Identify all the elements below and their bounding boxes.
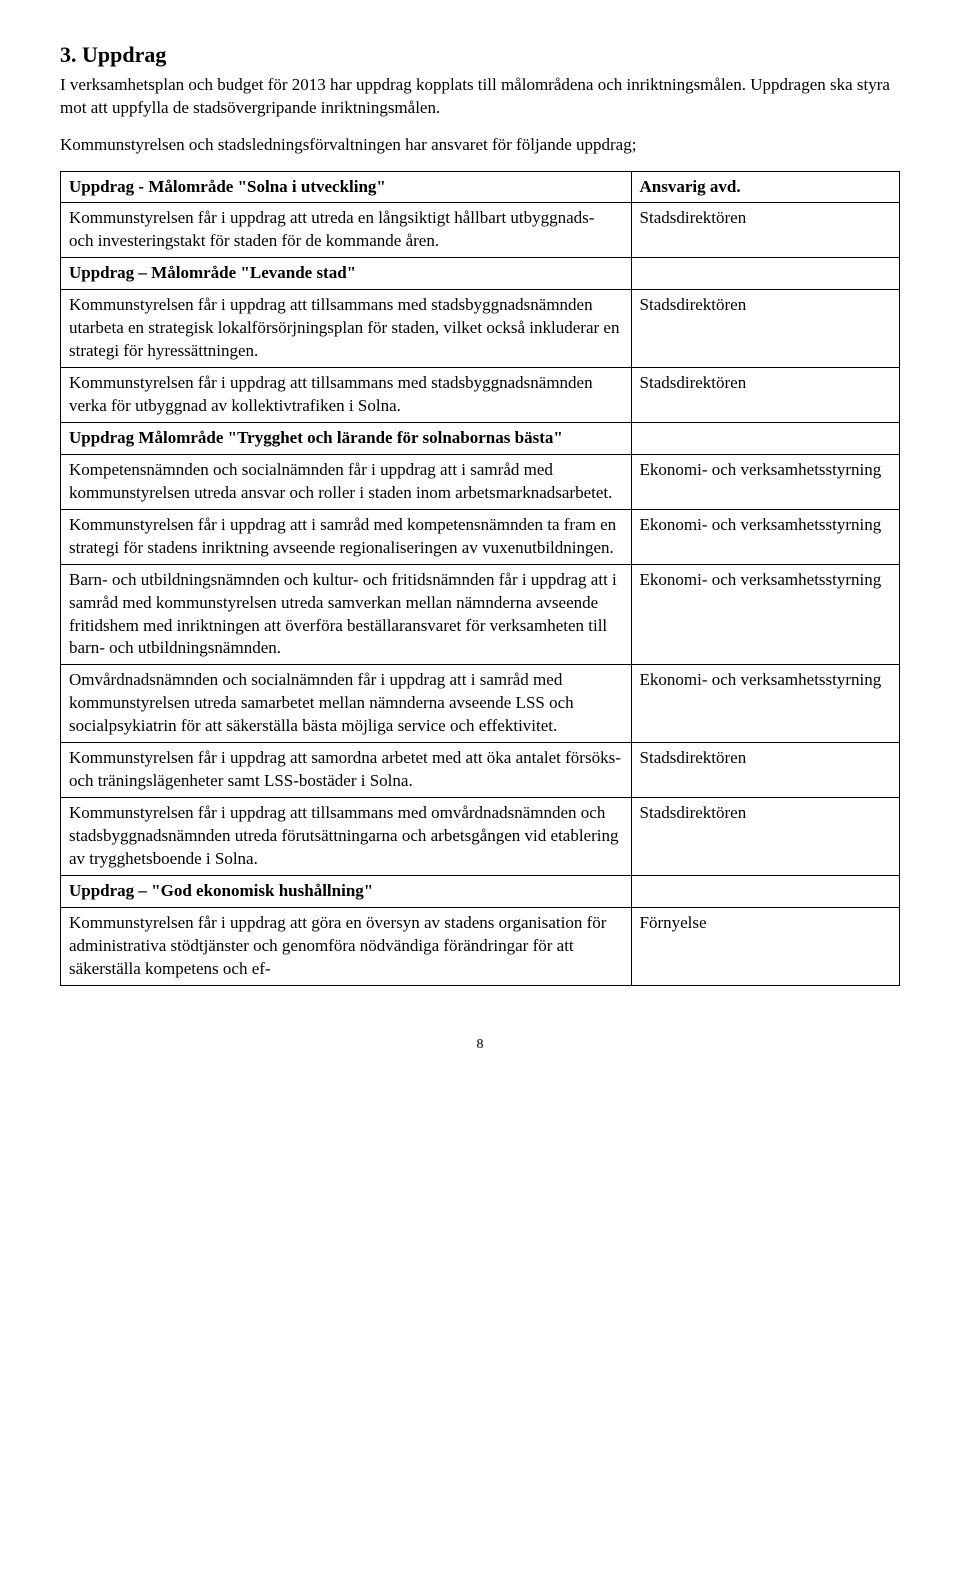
assignment-cell: Omvårdnadsnämnden och socialnämnden får …: [61, 665, 632, 743]
table-row: Barn- och utbildningsnämnden och kultur-…: [61, 564, 900, 665]
responsible-cell: Stadsdirektören: [631, 743, 899, 798]
table-row: Kommunstyrelsen får i uppdrag att tillsa…: [61, 798, 900, 876]
table-row: Uppdrag – "God ekonomisk hushållning": [61, 875, 900, 907]
assignments-table: Uppdrag - Målområde "Solna i utveckling"…: [60, 171, 900, 986]
responsible-cell: Ekonomi- och verksamhetsstyrning: [631, 454, 899, 509]
table-row: Kommunstyrelsen får i uppdrag att tillsa…: [61, 368, 900, 423]
assignment-cell: Kompetensnämnden och socialnämnden får i…: [61, 454, 632, 509]
page-number: 8: [60, 1036, 900, 1055]
table-row: Kompetensnämnden och socialnämnden får i…: [61, 454, 900, 509]
responsible-cell: [631, 422, 899, 454]
lead-paragraph: Kommunstyrelsen och stadsledningsförvalt…: [60, 134, 900, 157]
assignment-cell: Kommunstyrelsen får i uppdrag att i samr…: [61, 509, 632, 564]
responsible-cell: Stadsdirektören: [631, 203, 899, 258]
table-row: Omvårdnadsnämnden och socialnämnden får …: [61, 665, 900, 743]
table-row: Uppdrag Målområde "Trygghet och lärande …: [61, 422, 900, 454]
table-row: Kommunstyrelsen får i uppdrag att utreda…: [61, 203, 900, 258]
table-row: Kommunstyrelsen får i uppdrag att tillsa…: [61, 290, 900, 368]
intro-paragraph: I verksamhetsplan och budget för 2013 ha…: [60, 74, 900, 120]
responsible-cell: Ekonomi- och verksamhetsstyrning: [631, 564, 899, 665]
assignment-cell: Kommunstyrelsen får i uppdrag att utreda…: [61, 203, 632, 258]
table-row: Uppdrag – Målområde "Levande stad": [61, 258, 900, 290]
assignment-cell: Uppdrag – "God ekonomisk hushållning": [61, 875, 632, 907]
responsible-cell: Ansvarig avd.: [631, 171, 899, 203]
table-row: Uppdrag - Målområde "Solna i utveckling"…: [61, 171, 900, 203]
responsible-cell: Stadsdirektören: [631, 798, 899, 876]
table-row: Kommunstyrelsen får i uppdrag att göra e…: [61, 907, 900, 985]
table-row: Kommunstyrelsen får i uppdrag att i samr…: [61, 509, 900, 564]
assignment-cell: Uppdrag Målområde "Trygghet och lärande …: [61, 422, 632, 454]
assignment-cell: Uppdrag – Målområde "Levande stad": [61, 258, 632, 290]
assignment-cell: Uppdrag - Målområde "Solna i utveckling": [61, 171, 632, 203]
assignment-cell: Kommunstyrelsen får i uppdrag att tillsa…: [61, 368, 632, 423]
responsible-cell: [631, 258, 899, 290]
responsible-cell: Stadsdirektören: [631, 368, 899, 423]
responsible-cell: [631, 875, 899, 907]
responsible-cell: Stadsdirektören: [631, 290, 899, 368]
assignment-cell: Kommunstyrelsen får i uppdrag att tillsa…: [61, 798, 632, 876]
section-heading: 3. Uppdrag: [60, 40, 900, 70]
assignment-cell: Kommunstyrelsen får i uppdrag att samord…: [61, 743, 632, 798]
responsible-cell: Förnyelse: [631, 907, 899, 985]
table-row: Kommunstyrelsen får i uppdrag att samord…: [61, 743, 900, 798]
responsible-cell: Ekonomi- och verksamhetsstyrning: [631, 509, 899, 564]
responsible-cell: Ekonomi- och verksamhetsstyrning: [631, 665, 899, 743]
assignment-cell: Barn- och utbildningsnämnden och kultur-…: [61, 564, 632, 665]
assignment-cell: Kommunstyrelsen får i uppdrag att göra e…: [61, 907, 632, 985]
assignment-cell: Kommunstyrelsen får i uppdrag att tillsa…: [61, 290, 632, 368]
